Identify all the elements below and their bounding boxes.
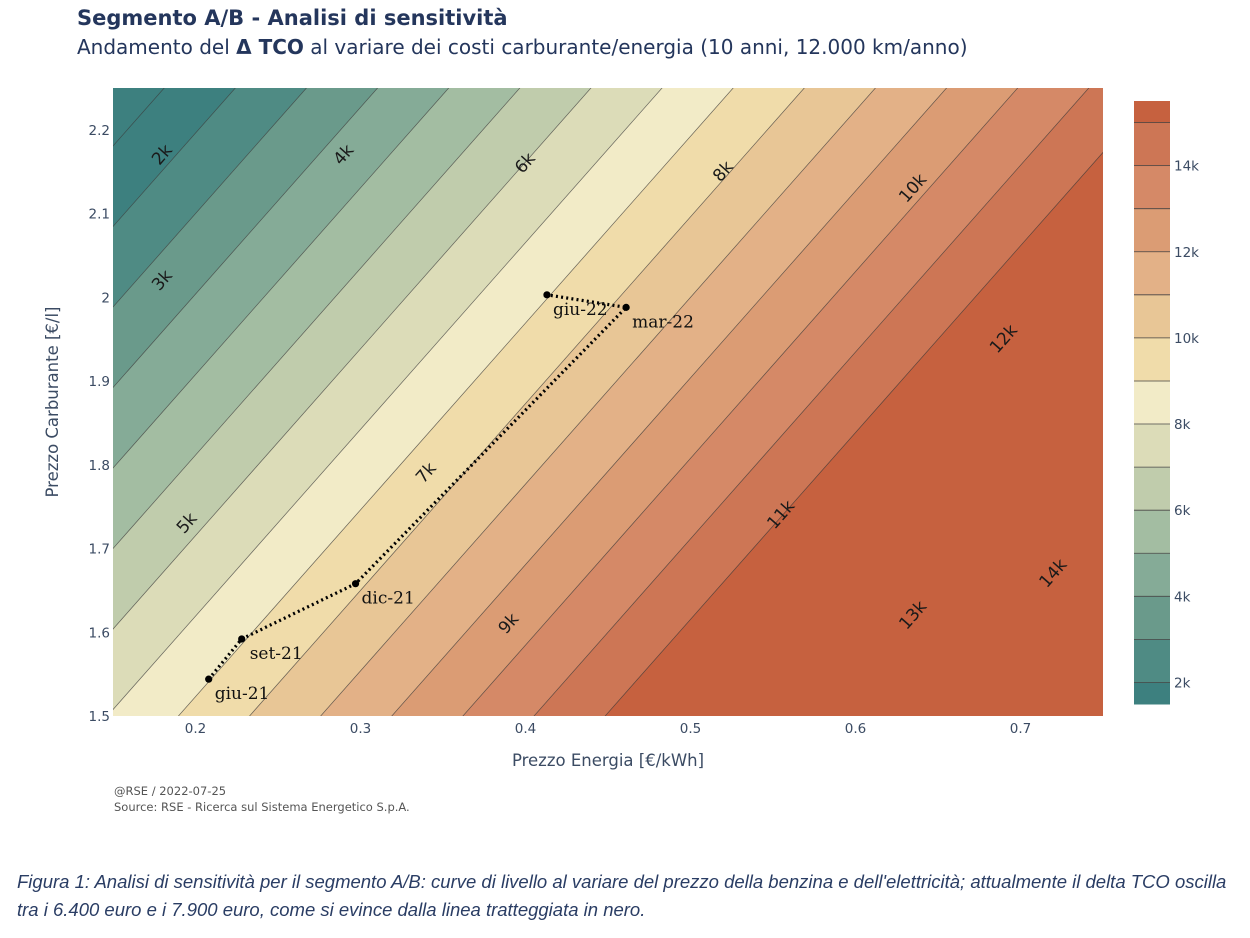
- path-point-label: set-21: [250, 644, 303, 664]
- colorbar-band: [1134, 467, 1170, 511]
- y-tick-label: 1.6: [89, 625, 110, 641]
- path-point: [351, 580, 360, 588]
- contour-line: [113, 88, 450, 469]
- axes: 0.2 0.3 0.4 0.5 0.6 0.7 1.5 1.6 1.7 1.8 1.9 2 2.1 2.2…: [43, 123, 1031, 770]
- y-axis-label: Prezzo Carburante [€/l]: [43, 307, 62, 498]
- contour-line: [533, 88, 1090, 716]
- contour-line: [391, 88, 948, 716]
- x-tick-label: 0.4: [515, 721, 536, 737]
- colorbar-band: [1134, 510, 1170, 554]
- path-point-label: mar-22: [632, 312, 694, 332]
- footer-source: Source: RSE - Ricerca sul Sistema Energe…: [114, 800, 410, 814]
- y-tick-label: 1.5: [89, 709, 110, 725]
- x-tick-label: 0.3: [350, 721, 371, 737]
- colorbar-band: [1134, 294, 1170, 339]
- colorbar-tick-label: 8k: [1174, 417, 1191, 433]
- colorbar-band: [1134, 122, 1170, 167]
- colorbar-band: [1134, 101, 1170, 124]
- x-tick-label: 0.7: [1010, 721, 1031, 737]
- colorbar-band: [1134, 165, 1170, 210]
- contour-line: [177, 88, 734, 716]
- contour-line: [113, 88, 592, 630]
- chart-title: Segmento A/B - Analisi di sensitività: [77, 6, 508, 30]
- colorbar-band: [1134, 251, 1170, 296]
- x-tick-label: 0.6: [845, 721, 866, 737]
- footer-credit: @RSE / 2022-07-25: [114, 784, 227, 798]
- x-axis-label: Prezzo Energia [€/kWh]: [512, 751, 704, 770]
- colorbar: 2k 4k 6k 8k 10k 12k 14k: [1134, 101, 1199, 705]
- subtitle-bold: Δ TCO: [236, 35, 304, 59]
- contour-bands: [113, 88, 1103, 716]
- path-point-label: giu-22: [553, 300, 608, 320]
- contour-line: [320, 88, 876, 716]
- contour-line: [249, 88, 805, 716]
- subtitle-pre: Andamento del: [77, 35, 237, 59]
- figure-caption: Figura 1: Analisi di sensitività per il …: [17, 871, 1227, 920]
- colorbar-tick-label: 14k: [1174, 159, 1199, 175]
- path-point: [543, 291, 551, 299]
- colorbar-band: [1134, 553, 1170, 597]
- contour-lines: [113, 88, 1103, 716]
- colorbar-tick-label: 6k: [1174, 503, 1191, 519]
- path-point-label: dic-21: [362, 589, 415, 609]
- x-tick-label: 0.2: [185, 721, 206, 737]
- y-tick-label: 2: [101, 290, 110, 306]
- colorbar-tick-label: 2k: [1174, 675, 1191, 691]
- y-tick-label: 1.7: [89, 542, 110, 558]
- contour-line: [113, 88, 663, 711]
- colorbar-band: [1134, 380, 1170, 425]
- path-point: [238, 635, 246, 643]
- colorbar-band: [1134, 639, 1170, 683]
- delta-tco-path: giu-21 set-21 dic-21 mar-22 giu-22: [205, 291, 694, 704]
- colorbar-band: [1134, 208, 1170, 253]
- x-tick-label: 0.5: [680, 721, 701, 737]
- colorbar-band: [1134, 424, 1170, 468]
- y-tick-label: 2.1: [89, 207, 110, 223]
- y-tick-label: 1.9: [89, 374, 110, 390]
- colorbar-band: [1134, 337, 1170, 382]
- subtitle-post: al variare dei costi carburante/energia …: [303, 35, 968, 59]
- contour-line: [462, 88, 1019, 716]
- colorbar-band: [1134, 682, 1170, 705]
- contour-line: [604, 151, 1103, 716]
- colorbar-tick-label: 10k: [1174, 331, 1199, 347]
- y-tick-label: 1.8: [89, 458, 110, 474]
- colorbar-tick-label: 12k: [1174, 245, 1199, 261]
- path-point: [205, 675, 213, 683]
- colorbar-tick-label: 4k: [1174, 589, 1191, 605]
- colorbar-band: [1134, 596, 1170, 640]
- path-point-label: giu-21: [215, 684, 270, 704]
- contour-line: [113, 88, 521, 550]
- chart-subtitle: Andamento del Δ TCO al variare dei costi…: [77, 35, 968, 59]
- path-point: [622, 303, 630, 311]
- y-tick-label: 2.2: [89, 123, 110, 139]
